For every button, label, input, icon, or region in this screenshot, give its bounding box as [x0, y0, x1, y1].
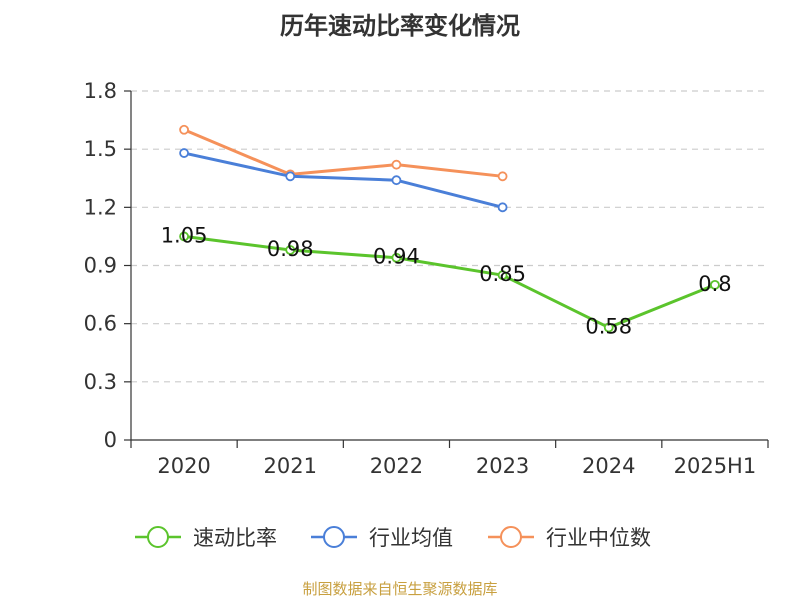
series-line-2: [183, 128, 503, 178]
series-group: [179, 124, 720, 333]
data-point: [710, 279, 720, 290]
x-tick-label: 2025H1: [674, 454, 757, 478]
data-point: [285, 171, 296, 182]
data-label: 0.85: [479, 262, 526, 286]
x-tick-label: 2021: [264, 454, 317, 478]
data-point: [285, 245, 296, 255]
data-point: [603, 322, 614, 333]
data-label: 1.05: [161, 223, 208, 247]
legend-marker: [500, 526, 522, 548]
data-point: [179, 148, 189, 158]
data-labels: 1.05 0.98 0.94 0.85 0.58 0.8: [161, 223, 732, 338]
y-tick-label: 1.2: [84, 195, 117, 219]
series-line-0: [183, 234, 716, 330]
data-point: [497, 202, 508, 213]
legend-label: 行业中位数: [546, 526, 651, 550]
y-tick-label: 0.9: [84, 254, 117, 278]
legend-marker: [147, 526, 169, 548]
legend-marker: [323, 526, 345, 548]
x-tick-label: 2020: [157, 454, 210, 478]
x-tick-label: 2024: [582, 454, 635, 478]
data-label: 0.94: [373, 245, 420, 269]
data-point: [391, 252, 402, 263]
y-tick-label: 0.3: [84, 370, 117, 394]
source-note: 制图数据来自恒生聚源数据库: [302, 580, 498, 598]
legend-label: 速动比率: [193, 526, 277, 550]
data-point: [179, 231, 189, 242]
data-point: [391, 175, 402, 186]
axes: 0 0.3 0.6 0.9 1.2 1.5 1.8 2020 2021 2022 2023 2024 2…: [84, 79, 769, 478]
data-point: [391, 159, 402, 170]
chart-title: 历年速动比率变化情况: [280, 12, 520, 40]
y-tick-label: 1.8: [84, 79, 117, 103]
y-tick-label: 1.5: [84, 137, 117, 161]
data-label: 0.58: [585, 315, 632, 339]
data-point: [497, 171, 508, 182]
data-point: [179, 124, 189, 135]
data-label: 0.8: [698, 272, 731, 296]
legend-label: 行业均值: [369, 526, 453, 550]
series-line-1: [183, 151, 503, 209]
data-label: 0.98: [267, 237, 314, 261]
data-point: [497, 270, 508, 281]
y-tick-label: 0: [104, 428, 117, 452]
x-tick-label: 2023: [476, 454, 529, 478]
legend: 速动比率 行业均值 行业中位数: [135, 526, 651, 550]
x-tick-label: 2022: [370, 454, 423, 478]
y-tick-label: 0.6: [84, 312, 117, 336]
grid-lines: [131, 90, 768, 383]
